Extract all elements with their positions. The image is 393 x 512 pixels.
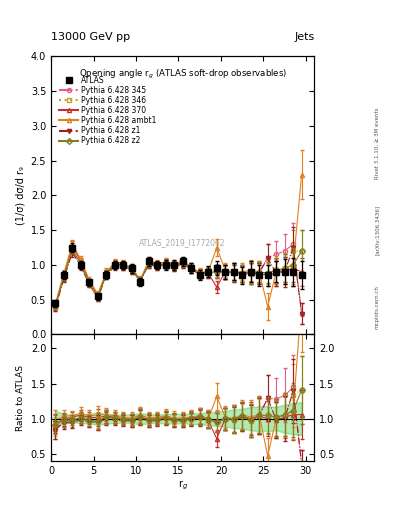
Text: Jets: Jets [294, 32, 314, 42]
Text: Opening angle r$_g$ (ATLAS soft-drop observables): Opening angle r$_g$ (ATLAS soft-drop obs… [79, 68, 287, 80]
Text: ATLAS_2019_I1772062: ATLAS_2019_I1772062 [140, 238, 226, 247]
Legend: ATLAS, Pythia 6.428 345, Pythia 6.428 346, Pythia 6.428 370, Pythia 6.428 ambt1,: ATLAS, Pythia 6.428 345, Pythia 6.428 34… [56, 73, 160, 148]
Text: 13000 GeV pp: 13000 GeV pp [51, 32, 130, 42]
Y-axis label: Ratio to ATLAS: Ratio to ATLAS [16, 365, 25, 431]
X-axis label: r$_g$: r$_g$ [178, 478, 188, 492]
Text: mcplots.cern.ch: mcplots.cern.ch [375, 285, 380, 329]
Text: [arXiv:1306.3436]: [arXiv:1306.3436] [375, 205, 380, 255]
Y-axis label: (1/σ) dσ/d r₉: (1/σ) dσ/d r₉ [15, 166, 25, 225]
Text: Rivet 3.1.10, ≥ 3M events: Rivet 3.1.10, ≥ 3M events [375, 108, 380, 179]
